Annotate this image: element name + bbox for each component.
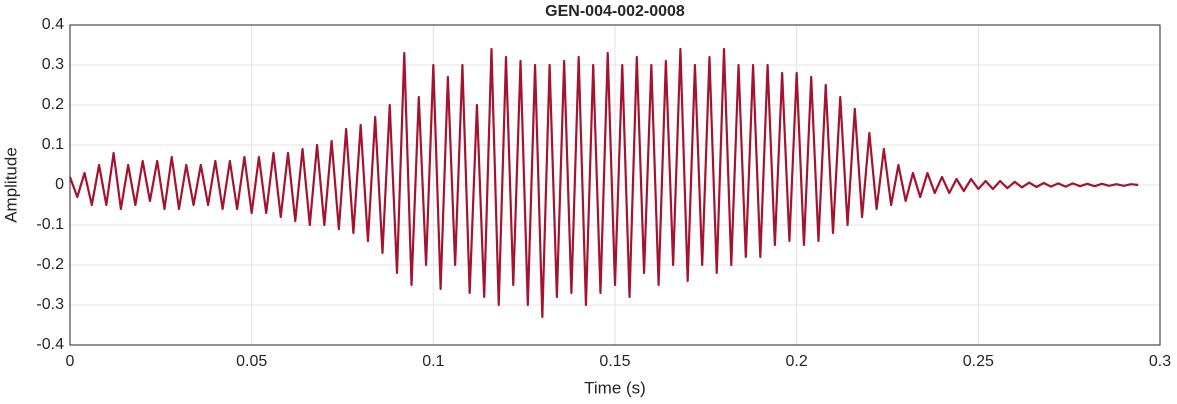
y-tick-label: -0.1 [36, 216, 64, 233]
x-tick-label: 0.05 [236, 353, 267, 370]
y-tick-label: 0.4 [42, 16, 64, 33]
y-tick-label: -0.3 [36, 296, 64, 313]
y-tick-label: 0.1 [42, 136, 64, 153]
y-tick-label: -0.4 [36, 336, 64, 353]
x-tick-label: 0.15 [599, 353, 630, 370]
y-tick-label: 0.3 [42, 56, 64, 73]
y-tick-label: 0.2 [42, 96, 64, 113]
x-tick-label: 0 [66, 353, 75, 370]
x-tick-label: 0.2 [786, 353, 808, 370]
signal-line [68, 47, 1139, 319]
x-tick-label: 0.25 [963, 353, 994, 370]
x-tick-label: 0.1 [422, 353, 444, 370]
y-axis-label: Amplitude [1, 147, 20, 223]
x-tick-label: 0.3 [1149, 353, 1171, 370]
plot-frame [69, 24, 1161, 346]
x-axis-label: Time (s) [584, 378, 646, 397]
y-tick-label: -0.2 [36, 256, 64, 273]
y-tick-label: 0 [55, 176, 64, 193]
chart-title: GEN-004-002-0008 [545, 3, 685, 20]
